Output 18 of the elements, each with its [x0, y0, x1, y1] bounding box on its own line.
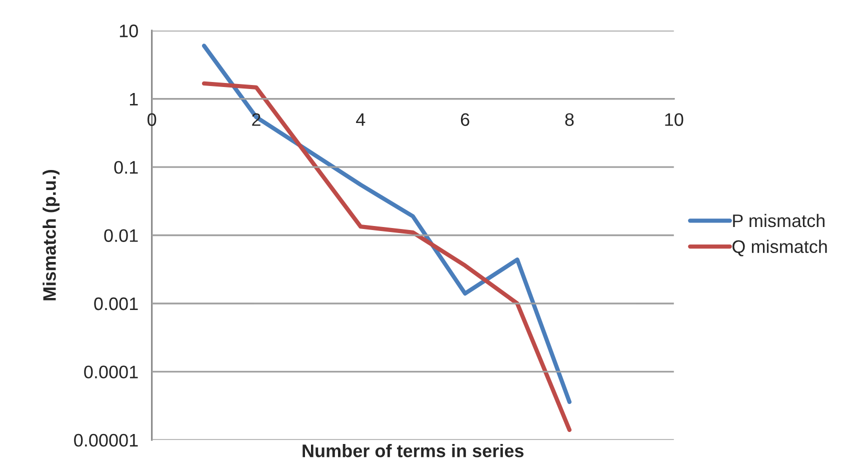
y-tick-label: 0.01: [104, 229, 138, 242]
y-tick-label: 1: [130, 92, 138, 106]
y-tick-label: 10: [120, 24, 138, 38]
x-tick-label: 0: [148, 113, 156, 126]
x-tick-label: 4: [356, 113, 366, 126]
y-axis-title: Mismatch (p.u.): [42, 170, 60, 300]
legend-label: Q mismatch: [732, 240, 827, 256]
y-tick-label: 0.001: [94, 297, 138, 310]
y-tick-label: 0.00001: [74, 434, 138, 447]
x-axis-title: Number of terms in series: [302, 444, 524, 458]
y-tick-label: 0.0001: [84, 366, 138, 378]
line-series: [202, 81, 572, 432]
legend-label: P mismatch: [733, 214, 824, 228]
line-series: [202, 44, 572, 404]
x-tick-label: 8: [565, 113, 574, 126]
x-tick-label: 10: [665, 113, 684, 126]
x-tick-label: 6: [460, 113, 470, 126]
y-tick-label: 0.1: [114, 160, 138, 174]
